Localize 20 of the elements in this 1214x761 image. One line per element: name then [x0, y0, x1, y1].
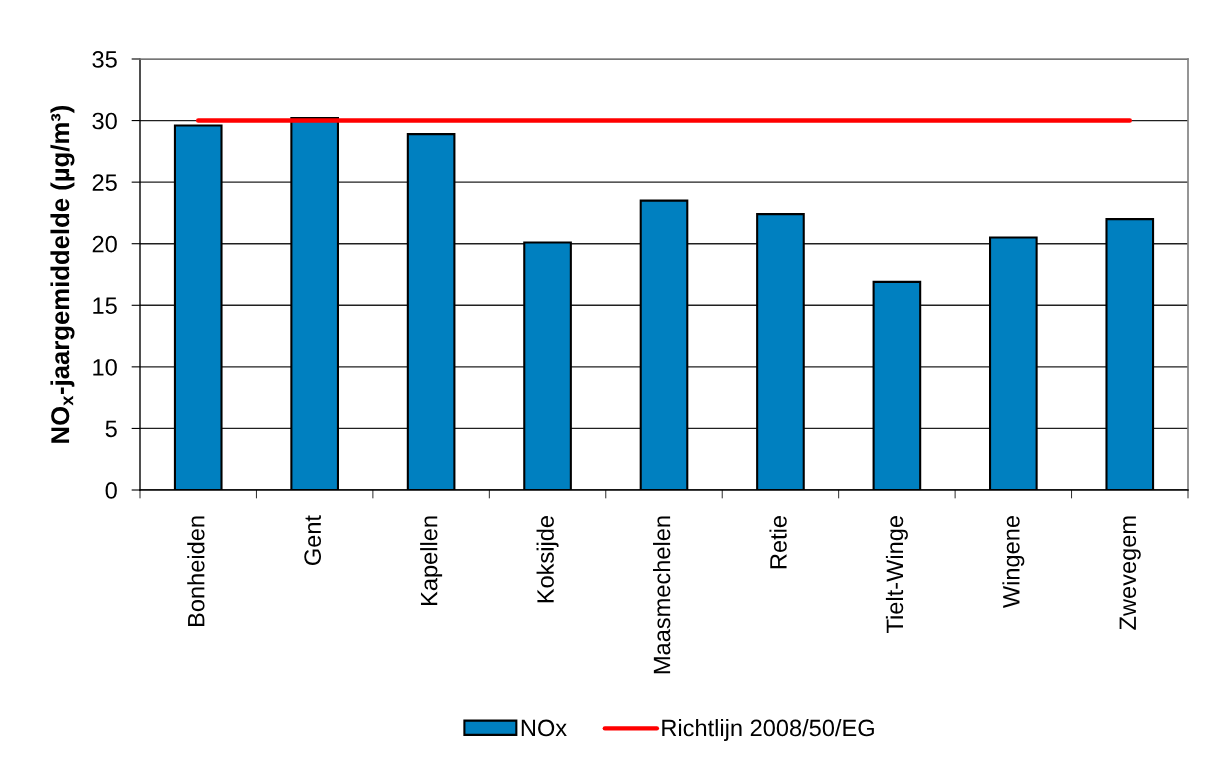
y-tick-label: 10: [93, 358, 117, 376]
y-tick-label: 0: [105, 482, 117, 499]
x-tick-label: Tielt-Winge: [885, 516, 908, 633]
x-tick-label: Gent: [304, 515, 321, 565]
y-tick-label: 15: [93, 297, 117, 315]
x-tick-label: Maasmechelen: [652, 516, 671, 674]
y-tick-label: 5: [105, 420, 117, 438]
legend-label: NOx: [521, 719, 567, 737]
y-tick-label: 25: [92, 174, 117, 191]
legend-label: Richtlijn 2008/50/EG: [662, 718, 874, 742]
x-tick-label: Retie: [769, 516, 787, 569]
x-tick-label: Zwevegem: [1119, 516, 1141, 630]
y-tick-label: 35: [92, 51, 117, 68]
y-axis-title: NO$_{x}$-jaargemiddelde (µg/m³): [50, 105, 75, 443]
x-tick-label: Bonheiden: [187, 516, 205, 626]
x-tick-label: Kapellen: [420, 516, 443, 605]
y-tick-label: 20: [92, 235, 117, 253]
x-tick-label: Wingene: [1002, 516, 1025, 609]
y-tick-label: 30: [92, 112, 117, 130]
x-tick-label: Koksijde: [536, 516, 559, 603]
